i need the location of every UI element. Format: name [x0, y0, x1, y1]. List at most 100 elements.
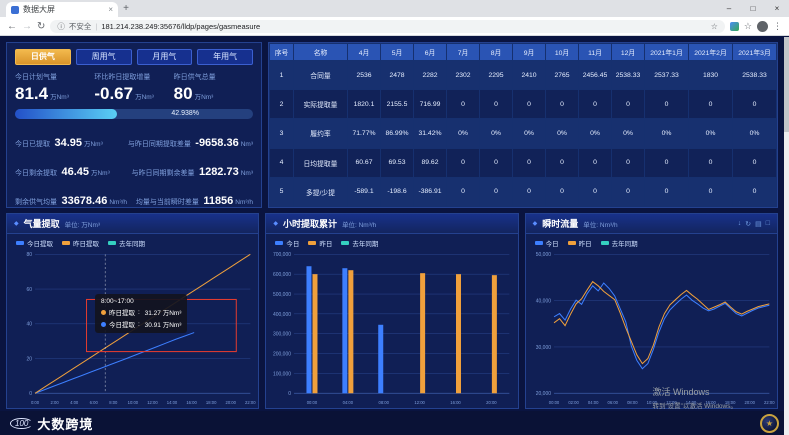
stat-label: 与昨日同期剩余差量: [131, 170, 195, 177]
window-close-button[interactable]: ×: [774, 4, 780, 13]
extension-icon[interactable]: [729, 21, 739, 31]
svg-text:500,000: 500,000: [273, 292, 291, 298]
legend-item[interactable]: 昨日: [567, 238, 592, 248]
legend-item[interactable]: 今日: [534, 238, 559, 248]
chart-area[interactable]: 0 20 40 60 80 0:00 2:00 4:00 6:00 8:00 10:00 12:00 1…: [7, 248, 258, 408]
tab-weekly-gas[interactable]: 周用气: [75, 49, 132, 65]
table-cell: 日均提取量: [293, 147, 348, 178]
stat-unit: Nm³/h: [109, 199, 128, 206]
page-scrollbar[interactable]: [784, 37, 789, 435]
refresh-icon[interactable]: ↻: [37, 20, 46, 32]
stat-row-extracted: 今日已提取 34.95 万Nm³ 与昨日同期提取差量 -9658.36 Nm³: [15, 127, 253, 156]
table-cell: 0: [446, 176, 480, 207]
stat-value: -0.67: [94, 84, 134, 103]
chart-area[interactable]: 0 100,000 200,000 300,000 400,000 500,000 600,…: [266, 248, 517, 408]
panel-marker-icon: ◆: [14, 221, 19, 227]
table-cell: 多提/少提: [293, 176, 348, 207]
dashboard-page: 日供气 周用气 月用气 年用气 今日计划气量 81.4 万Nm³ 环比昨日提取增量…: [0, 37, 789, 435]
legend-item[interactable]: 今日提取: [16, 238, 53, 248]
table-row: 3 履约率 71.77% 86.99% 31.42% 0% 0% 0% 0% 0% 0% 0% 0% 0%: [269, 118, 777, 149]
chart-unit-label: 单位: Nm³/h: [341, 221, 377, 229]
tooltip-dot: [101, 321, 106, 327]
table-cell: 0%: [732, 118, 777, 149]
hourly-cumulative-chart-panel: ◆ 小时提取累计 单位: Nm³/h 今日 昨日 去年同期 0 100,000 200,…: [265, 213, 519, 409]
scrollbar-thumb[interactable]: [784, 37, 789, 132]
browser-menu-icon[interactable]: ⋮: [773, 20, 782, 31]
back-icon[interactable]: ←: [7, 20, 17, 32]
toolbox-data-view-icon[interactable]: ▤: [755, 220, 762, 228]
table-cell: -589.1: [347, 176, 381, 207]
forward-icon[interactable]: →: [22, 20, 32, 32]
address-bar[interactable]: ⓘ 不安全 | 181.214.238.249:35676/lldp/pages…: [50, 19, 725, 33]
legend-item[interactable]: 去年同期: [600, 238, 638, 248]
table-header-cell: 6月: [413, 43, 447, 61]
table-cell: 2765: [545, 59, 579, 91]
table-cell: -386.91: [413, 176, 447, 207]
footer-seal-badge: ★: [760, 413, 779, 433]
table-header-cell: 名称: [293, 43, 348, 61]
stat-unit: 万Nm³: [50, 94, 69, 101]
table-cell: 2410: [512, 59, 546, 91]
info-icon[interactable]: ⓘ: [57, 21, 65, 31]
stat-yesterday-total: 昨日供气总量 80 万Nm³: [174, 72, 253, 104]
svg-text:20:00: 20:00: [744, 400, 755, 405]
svg-text:0:00: 0:00: [31, 400, 40, 405]
legend-item[interactable]: 今日: [275, 238, 299, 248]
chart-legend: 今日 昨日 去年同期: [266, 234, 517, 248]
svg-text:10:00: 10:00: [646, 400, 657, 405]
window-minimize-button[interactable]: –: [726, 4, 732, 13]
chart-title: 气量提取: [23, 219, 60, 229]
profile-avatar[interactable]: [757, 20, 768, 32]
tab-close-icon[interactable]: ×: [108, 5, 113, 14]
page-footer: 100 大数跨境 ★: [0, 411, 789, 435]
svg-text:16:00: 16:00: [705, 400, 716, 405]
svg-text:08:00: 08:00: [379, 400, 390, 405]
toolbox-refresh-icon[interactable]: ↻: [745, 220, 752, 228]
tab-monthly-gas[interactable]: 月用气: [136, 49, 193, 65]
tab-daily-gas[interactable]: 日供气: [15, 49, 71, 65]
tab-yearly-gas[interactable]: 年用气: [197, 49, 253, 65]
legend-item[interactable]: 昨日提取: [62, 238, 99, 248]
table-cell: 0: [644, 147, 689, 178]
table-cell: 0: [446, 89, 480, 120]
stat-delta-vs-yesterday: 环比昨日提取增量 -0.67 万Nm³: [94, 72, 173, 104]
legend-swatch-icon: [567, 240, 576, 245]
legend-swatch-icon: [16, 240, 24, 245]
chart-area[interactable]: 20,000 30,000 40,000 50,000 00:00 02:00 04:00 0…: [526, 248, 777, 408]
tooltip-value: 30.91 万Nm³: [144, 322, 182, 329]
svg-text:00:00: 00:00: [307, 400, 318, 405]
svg-text:02:00: 02:00: [568, 400, 579, 405]
window-maximize-button[interactable]: □: [750, 4, 756, 13]
svg-text:100,000: 100,000: [273, 371, 291, 377]
legend-item[interactable]: 去年同期: [341, 238, 378, 248]
table-cell: 0: [644, 176, 689, 207]
table-cell: 4: [269, 147, 294, 178]
table-cell: 0: [479, 89, 513, 120]
table-cell: 0: [611, 147, 645, 178]
legend-label: 昨日: [578, 240, 592, 248]
extensions-star-icon[interactable]: ☆: [743, 20, 752, 31]
table-cell: 0: [611, 176, 645, 207]
svg-text:50,000: 50,000: [535, 252, 550, 258]
progress-fill: [15, 109, 118, 119]
legend-swatch-icon: [308, 240, 317, 245]
table-cell: 2302: [446, 59, 480, 91]
table-cell: 31.42%: [413, 118, 447, 149]
legend-label: 去年同期: [352, 240, 379, 248]
table-cell: 0%: [446, 118, 480, 149]
bookmark-star-icon[interactable]: ☆: [710, 21, 718, 31]
legend-item[interactable]: 去年同期: [108, 238, 145, 248]
tooltip-value: 31.27 万Nm³: [144, 310, 182, 317]
svg-text:600,000: 600,000: [273, 272, 291, 278]
table-cell: 0: [732, 89, 777, 120]
table-cell: 2282: [413, 59, 447, 91]
browser-tab[interactable]: 数据大屏 ×: [6, 2, 118, 17]
svg-text:4:00: 4:00: [70, 400, 79, 405]
new-tab-button[interactable]: +: [123, 3, 129, 14]
svg-text:18:00: 18:00: [206, 400, 217, 405]
toolbox-fullscreen-icon[interactable]: □: [765, 219, 770, 227]
toolbox-download-icon[interactable]: ↓: [737, 219, 742, 227]
table-cell: 0%: [545, 118, 579, 149]
table-cell: 1830: [688, 59, 733, 91]
legend-item[interactable]: 昨日: [308, 238, 332, 248]
